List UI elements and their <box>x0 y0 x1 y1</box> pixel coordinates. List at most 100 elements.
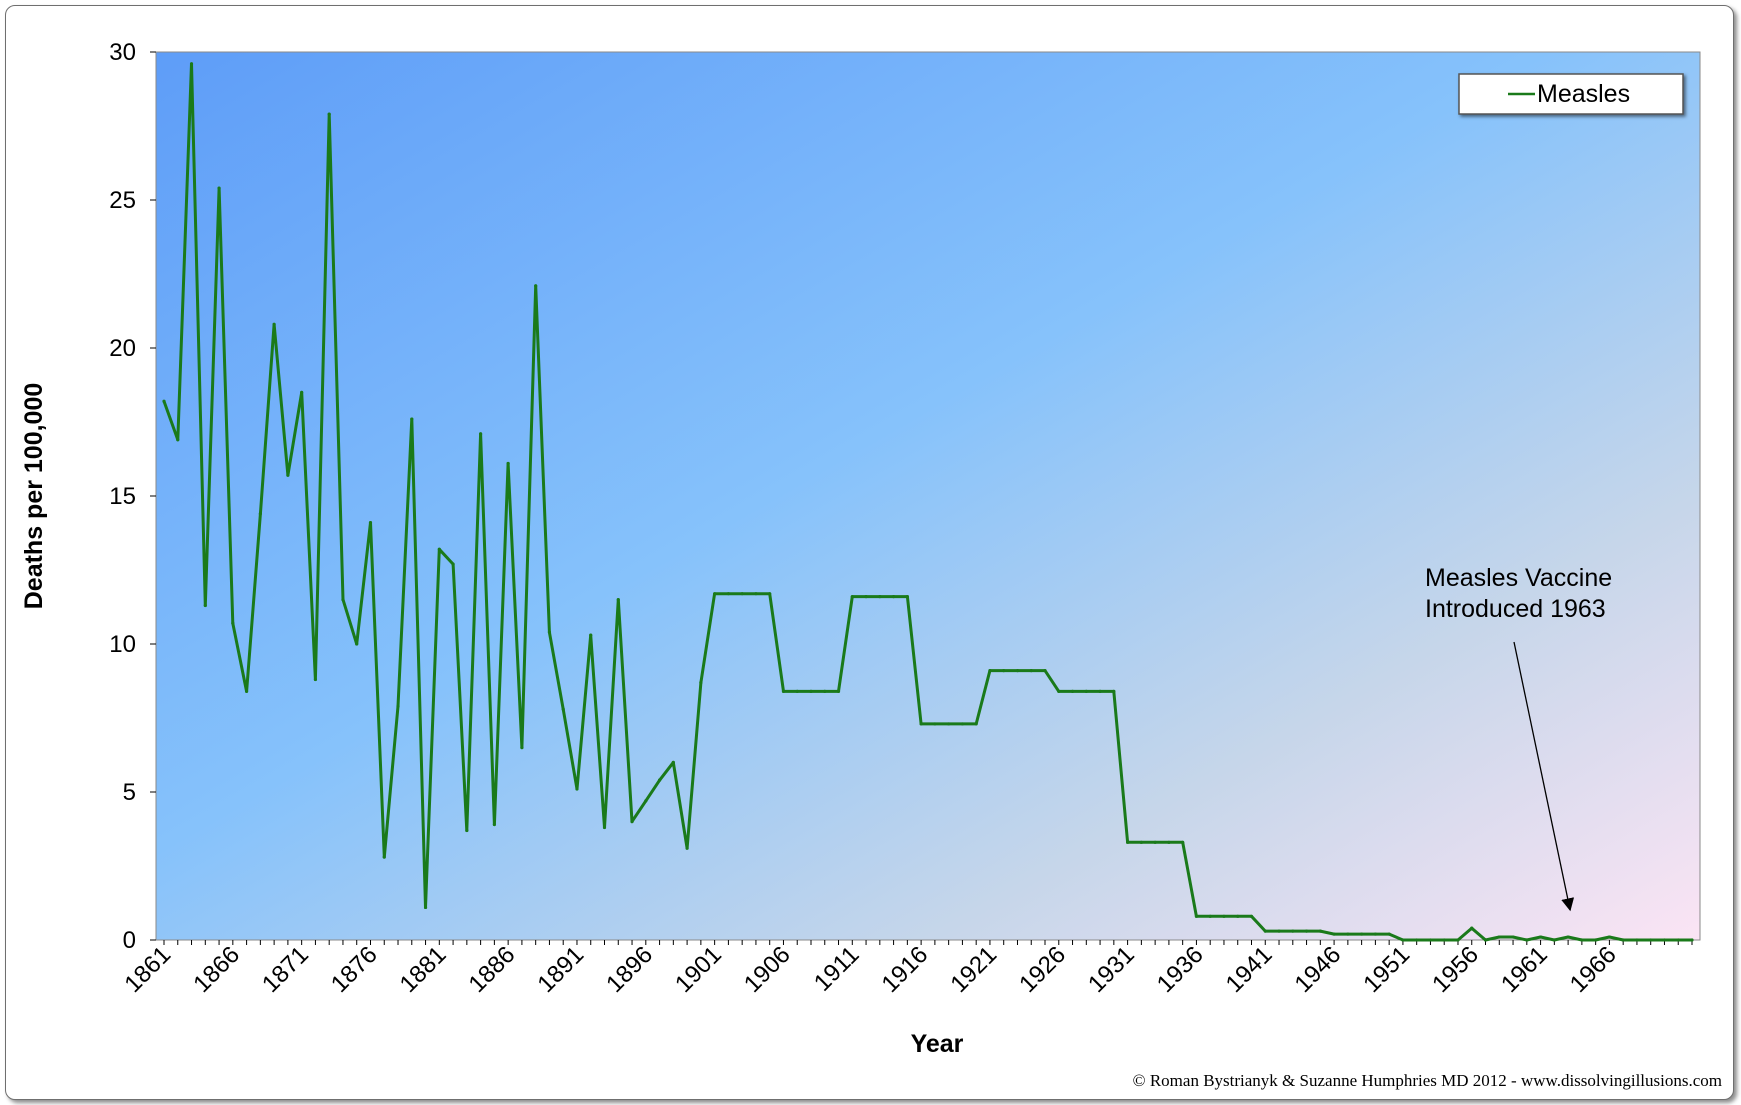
data-point <box>1236 914 1240 918</box>
x-axis: 1861 1866 1871 1876 1881 1886 1891 1896 1901 1906… <box>119 940 1693 998</box>
data-point <box>465 828 469 833</box>
data-point <box>1181 840 1185 844</box>
data-point <box>795 689 799 693</box>
x-tick-label: 1886 <box>464 941 521 998</box>
data-point <box>327 112 331 116</box>
annotation-line-1: Measles Vaccine <box>1425 564 1612 592</box>
x-tick-label: 1906 <box>739 941 796 998</box>
data-point <box>1483 938 1488 942</box>
data-point <box>1566 935 1570 939</box>
data-point <box>1401 938 1405 942</box>
data-point <box>1277 929 1281 933</box>
x-tick-label: 1921 <box>945 941 1002 998</box>
data-point <box>1497 935 1501 939</box>
x-tick-label: 1881 <box>395 941 452 998</box>
data-point <box>1208 914 1212 918</box>
data-point <box>740 592 744 596</box>
data-point <box>368 521 373 525</box>
data-point <box>685 846 689 850</box>
x-tick-label: 1911 <box>809 941 865 997</box>
data-point <box>1552 938 1556 942</box>
legend-label-measles: Measles <box>1537 80 1630 108</box>
data-point <box>1538 935 1543 939</box>
data-point <box>905 595 909 599</box>
data-point <box>1676 938 1680 942</box>
data-point <box>1318 929 1322 933</box>
data-point <box>1346 932 1350 936</box>
x-axis-title: Year <box>911 1030 964 1058</box>
legend: Measles <box>1458 73 1684 115</box>
data-point <box>988 669 992 673</box>
data-point <box>836 689 841 693</box>
data-point <box>575 787 579 791</box>
x-tick-label: 1951 <box>1358 941 1415 998</box>
data-point <box>602 825 607 830</box>
data-point <box>919 722 923 726</box>
data-point <box>1098 689 1102 693</box>
data-point <box>657 778 662 782</box>
x-tick-label: 1966 <box>1565 941 1622 998</box>
series-line-measles <box>162 62 1692 942</box>
data-point <box>947 722 951 726</box>
data-points <box>162 62 1694 942</box>
x-tick-label: 1941 <box>1221 941 1278 998</box>
data-point <box>231 621 235 625</box>
data-point <box>754 592 758 596</box>
data-point <box>1139 840 1143 844</box>
x-tick-label: 1936 <box>1152 941 1209 998</box>
y-tick-label: 15 <box>109 483 136 510</box>
x-tick-label: 1896 <box>601 941 658 998</box>
data-point <box>1415 938 1419 942</box>
data-point <box>479 432 483 436</box>
data-point <box>864 595 868 599</box>
x-tick-label: 1956 <box>1427 941 1484 998</box>
data-point <box>286 473 290 477</box>
data-point <box>272 322 276 326</box>
data-point <box>589 633 593 637</box>
data-point <box>1304 929 1309 933</box>
data-point <box>1525 938 1529 942</box>
data-point <box>1043 669 1047 673</box>
data-point <box>809 689 813 693</box>
data-point <box>341 598 345 602</box>
data-point <box>823 689 827 693</box>
y-axis-title: Deaths per 100,000 <box>20 383 48 610</box>
data-point <box>1456 938 1460 942</box>
data-point <box>1607 935 1612 939</box>
data-point <box>1153 840 1157 844</box>
data-point <box>1291 929 1295 933</box>
data-point <box>960 722 965 726</box>
data-point <box>355 642 359 646</box>
x-tick-label: 1961 <box>1496 941 1553 998</box>
data-point <box>726 592 730 596</box>
y-tick-label: 0 <box>123 927 136 954</box>
y-tick-label: 30 <box>109 39 136 66</box>
data-point <box>437 547 441 551</box>
data-point <box>1635 938 1639 942</box>
data-point <box>189 62 194 66</box>
data-point <box>713 592 717 596</box>
x-tick-label: 1866 <box>188 941 245 998</box>
data-point <box>1084 689 1088 693</box>
data-point <box>1015 669 1020 673</box>
x-tick-label: 1891 <box>532 941 589 998</box>
data-point <box>1580 938 1584 942</box>
data-point <box>1511 935 1515 939</box>
data-point <box>616 598 620 602</box>
y-axis: 0 5 10 15 20 25 30 <box>109 39 156 954</box>
data-point <box>1442 938 1446 942</box>
data-point <box>1332 932 1336 936</box>
y-tick-label: 5 <box>123 779 136 806</box>
data-point <box>162 399 166 403</box>
data-point <box>1029 669 1033 673</box>
data-point <box>451 562 455 566</box>
data-point <box>699 680 703 685</box>
data-point <box>396 704 400 708</box>
data-point <box>933 722 937 726</box>
data-point <box>850 595 854 599</box>
data-point <box>1222 914 1226 918</box>
data-point <box>1621 938 1625 942</box>
data-point <box>1649 938 1653 942</box>
x-tick-label: 1901 <box>670 941 727 998</box>
